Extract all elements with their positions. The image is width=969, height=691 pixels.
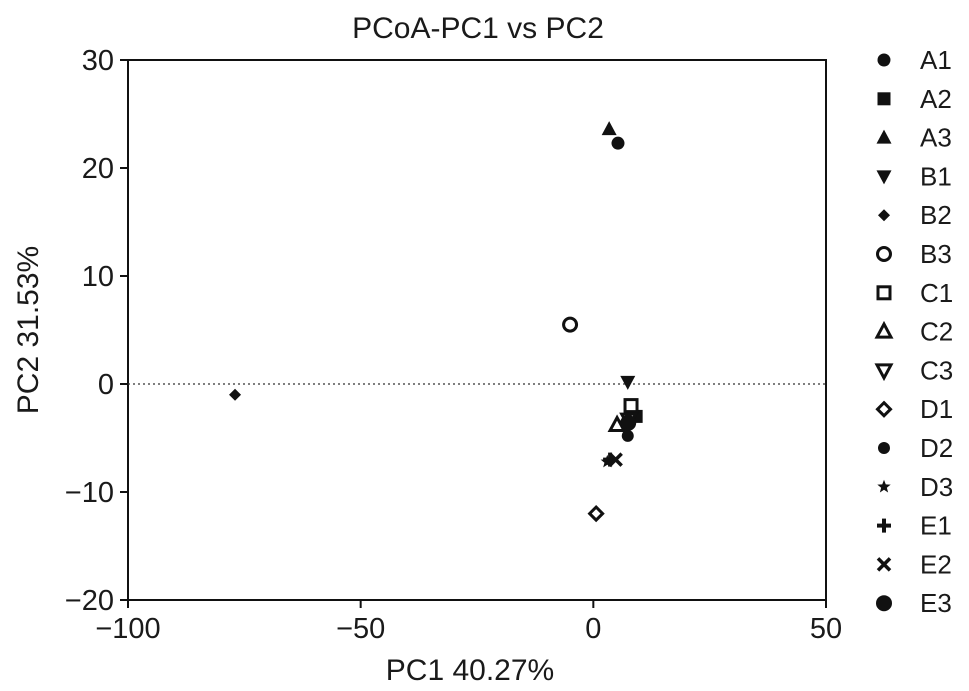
legend-label: A3: [920, 123, 952, 153]
legend-item-d2: D2: [878, 433, 953, 463]
legend-marker-e1: [877, 518, 891, 533]
data-point-d2: [621, 429, 634, 442]
legend-marker-a3: [876, 129, 892, 144]
legend-marker-d1: [875, 400, 893, 418]
legend-item-c1: C1: [876, 278, 953, 308]
legend-marker-c2: [874, 320, 894, 339]
y-axis-label: PC2 31.53%: [12, 246, 45, 414]
data-point-a3: [601, 121, 617, 136]
y-tick-label: −10: [65, 477, 114, 509]
legend-item-a3: A3: [876, 123, 952, 153]
legend-marker-b2: [878, 209, 890, 222]
x-axis-ticks: −100 −50 0 50: [95, 600, 842, 645]
legend-marker-a1: [877, 53, 891, 67]
legend-marker-e2: [876, 557, 892, 572]
data-point-e1: [603, 452, 618, 467]
legend-item-e3: E3: [876, 588, 952, 618]
legend-label: D3: [920, 472, 953, 502]
legend-item-b2: B2: [878, 200, 952, 230]
data-point-c1: [623, 398, 639, 414]
x-tick-label: 50: [810, 613, 842, 645]
legend-label: E3: [920, 588, 952, 618]
legend-item-a1: A1: [877, 45, 952, 75]
legend-label: C3: [920, 355, 953, 385]
legend-marker-c3: [874, 363, 894, 382]
legend-marker-a2: [877, 92, 891, 106]
data-point-d1: [587, 504, 605, 523]
legend-label: B1: [920, 161, 952, 191]
legend-marker-d3: [877, 479, 891, 493]
legend-item-d1: D1: [875, 394, 953, 424]
legend-label: E1: [920, 511, 952, 541]
y-axis-ticks: −20 −10 0 10 20 30: [65, 45, 128, 617]
legend-label: D1: [920, 394, 953, 424]
legend-marker-e3: [876, 595, 892, 612]
legend-item-b3: B3: [876, 239, 952, 269]
chart-title: PCoA-PC1 vs PC2: [352, 12, 604, 45]
legend-item-c3: C3: [874, 355, 953, 385]
data-point-b2: [229, 388, 242, 401]
x-tick-label: −50: [336, 613, 385, 645]
y-tick-label: −20: [65, 585, 114, 617]
legend-marker-d2: [878, 442, 890, 454]
legend-item-c2: C2: [874, 317, 953, 347]
legend-label: B3: [920, 239, 952, 269]
legend-marker-b3: [876, 246, 892, 262]
y-tick-label: 20: [82, 153, 114, 185]
legend-item-d3: D3: [877, 472, 953, 502]
y-tick-label: 0: [98, 369, 114, 401]
legend: A1 A2 A3 B1 B2 B3 C1 C2 C3 D1 D2 D3 E1 E2 E3: [874, 45, 953, 618]
legend-label: A2: [920, 84, 952, 114]
data-point-b3: [562, 316, 579, 333]
legend-item-a2: A2: [877, 84, 952, 114]
data-point-b1: [620, 375, 636, 390]
y-tick-label: 30: [82, 45, 114, 77]
legend-label: B2: [920, 200, 952, 230]
data-point-e2: [608, 452, 623, 467]
legend-label: E2: [920, 549, 952, 579]
legend-label: C1: [920, 278, 953, 308]
y-tick-label: 10: [82, 261, 114, 293]
legend-marker-c1: [876, 285, 892, 301]
data-points: [229, 121, 643, 523]
legend-marker-b1: [876, 170, 892, 185]
legend-item-e2: E2: [876, 549, 952, 579]
legend-label: C2: [920, 317, 953, 347]
legend-label: A1: [920, 45, 952, 75]
legend-item-e1: E1: [877, 511, 952, 541]
legend-item-b1: B1: [876, 161, 952, 191]
plot-frame: [127, 59, 827, 601]
data-point-e3: [620, 414, 637, 431]
data-point-a1: [611, 136, 625, 150]
legend-label: D2: [920, 433, 953, 463]
x-tick-label: −100: [95, 613, 160, 645]
x-tick-label: 0: [585, 613, 601, 645]
x-axis-label: PC1 40.27%: [386, 654, 554, 687]
